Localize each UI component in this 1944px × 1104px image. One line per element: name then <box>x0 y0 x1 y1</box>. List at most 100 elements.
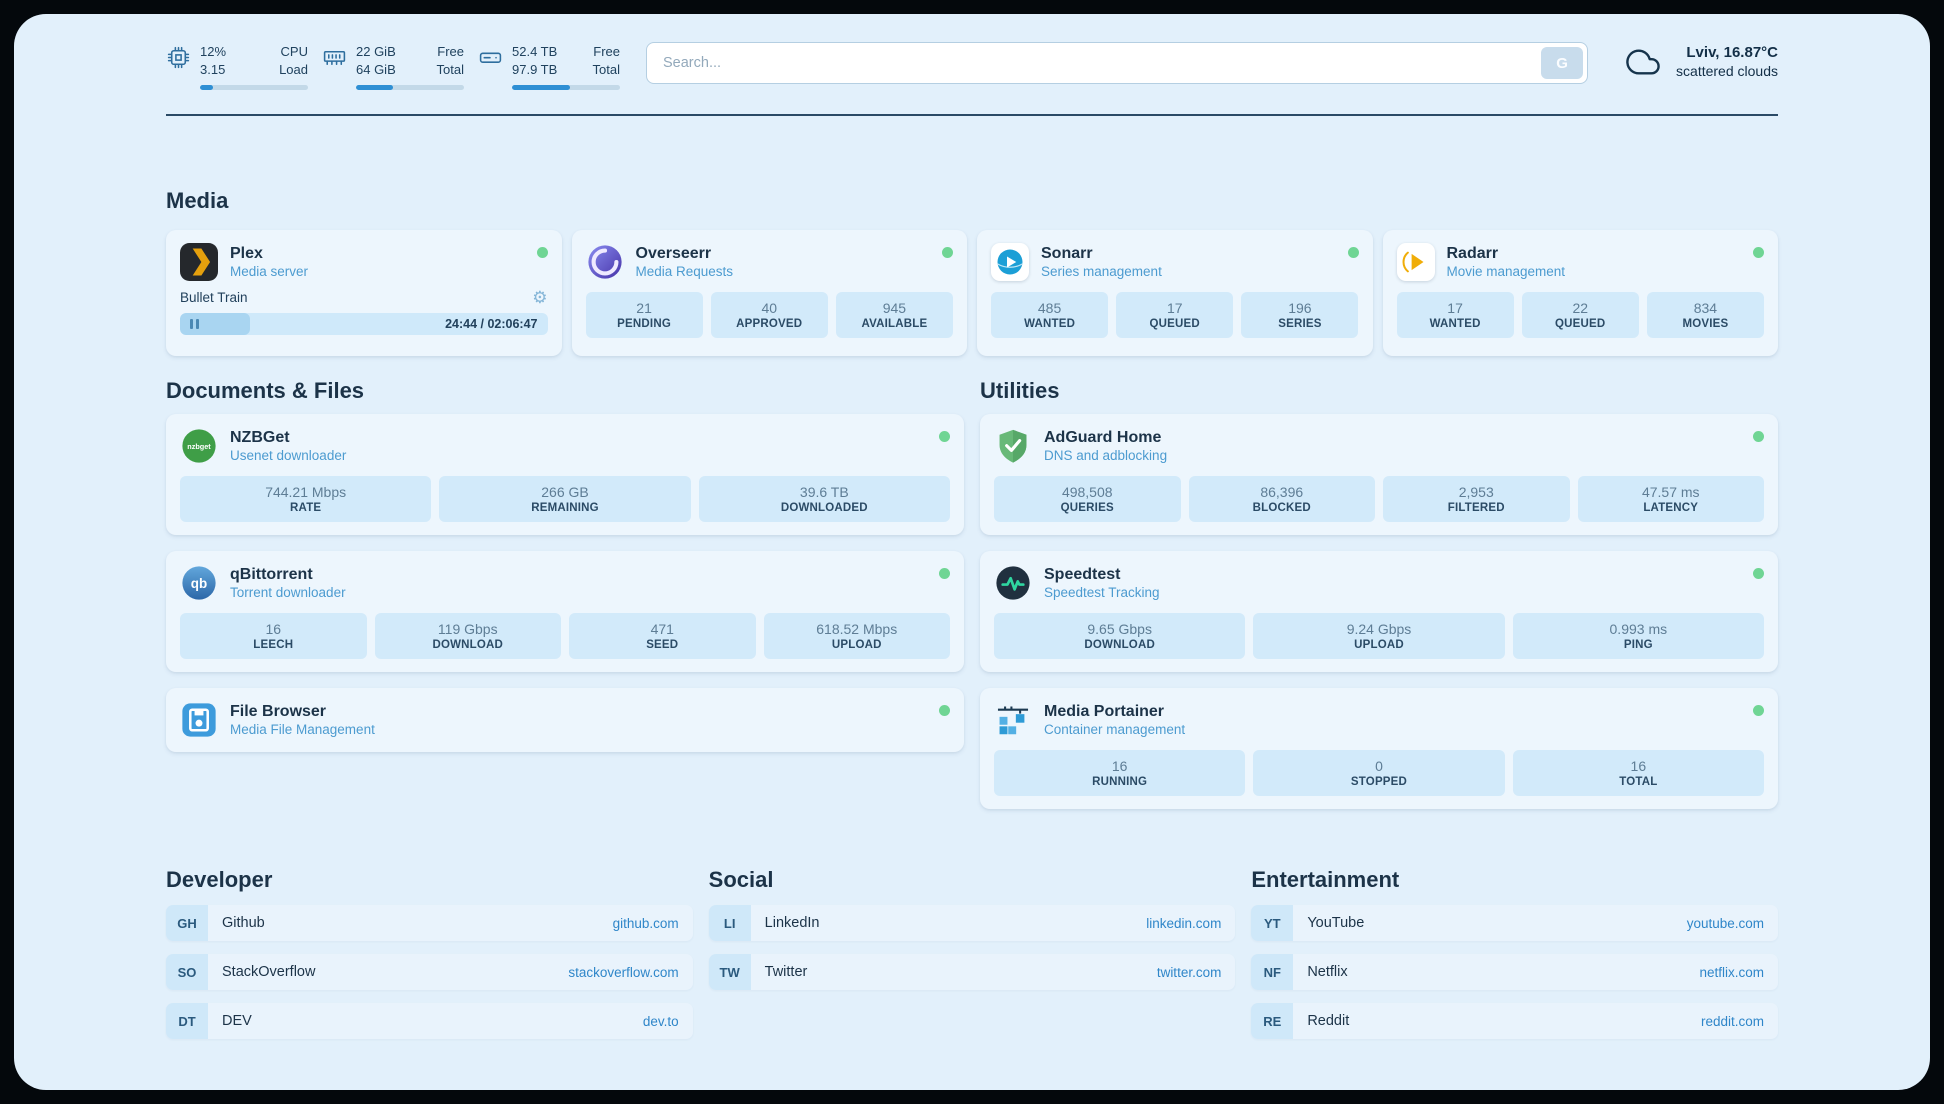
sonarr-icon <box>991 243 1029 281</box>
ram-label-bottom: Total <box>436 62 464 78</box>
bookmark-name: Netflix <box>1307 964 1348 980</box>
adguard-icon <box>994 427 1032 465</box>
service-card-adguard[interactable]: AdGuard Home DNS and adblocking 498,508 … <box>980 414 1778 535</box>
stat-box: 86,396 BLOCKED <box>1188 476 1375 522</box>
stat-box: 17 WANTED <box>1396 292 1514 338</box>
service-card-radarr[interactable]: Radarr Movie management 17 WANTED 22 QUE… <box>1382 230 1778 356</box>
bookmark-reddit[interactable]: RE Reddit reddit.com <box>1251 1003 1778 1039</box>
bookmark-stackoverflow[interactable]: SO StackOverflow stackoverflow.com <box>166 954 693 990</box>
service-card-qbittorrent[interactable]: qb qBittorrent Torrent downloader 16 LEE… <box>166 551 964 672</box>
stat-value: 498,508 <box>1061 484 1113 500</box>
stat-value: 17 <box>1166 300 1183 316</box>
stat-box: 39.6 TB DOWNLOADED <box>698 476 950 522</box>
system-widgets: 12% 3.15 CPU Load <box>166 40 620 90</box>
stat-box: 9.24 Gbps UPLOAD <box>1253 613 1505 659</box>
stat-box: 498,508 QUERIES <box>994 476 1181 522</box>
stat-value: 86,396 <box>1260 484 1304 500</box>
stat-value: 22 <box>1572 300 1589 316</box>
service-name: File Browser <box>230 703 327 720</box>
documents-section: Documents & Files nzbget NZBGet Usenet d… <box>166 378 964 752</box>
stat-box: 16 TOTAL <box>1512 750 1764 796</box>
stat-box: 17 QUEUED <box>1116 292 1234 338</box>
stat-value: 0.993 ms <box>1609 621 1668 637</box>
overseerr-icon <box>586 243 624 281</box>
bookmark-twitter[interactable]: TW Twitter twitter.com <box>708 954 1236 990</box>
disk-label-bottom: Total <box>592 62 620 78</box>
netflix-icon: NF <box>1251 954 1294 990</box>
bookmark-linkedin[interactable]: LI LinkedIn linkedin.com <box>708 905 1236 941</box>
bookmark-url: reddit.com <box>1700 1013 1764 1029</box>
ram-label-top: Free <box>437 44 464 59</box>
stat-value: 266 GB <box>541 484 589 500</box>
bookmark-github[interactable]: GH Github github.com <box>166 905 693 941</box>
stat-label: MOVIES <box>1682 318 1729 330</box>
bookmark-url: dev.to <box>642 1013 679 1029</box>
ram-widget: 22 GiB 64 GiB Free Total <box>322 42 464 90</box>
playback-time: 24:44 / 02:06:47 <box>445 317 538 331</box>
stat-value: 744.21 Mbps <box>265 484 347 500</box>
stat-box: 618.52 Mbps UPLOAD <box>763 613 950 659</box>
weather-condition: scattered clouds <box>1676 63 1778 79</box>
bookmark-group-entertainment: Entertainment YT YouTube youtube.com NF … <box>1251 867 1778 1052</box>
bookmark-group-developer: Developer GH Github github.com SO StackO… <box>166 867 693 1052</box>
service-card-nzbget[interactable]: nzbget NZBGet Usenet downloader 744.21 M… <box>166 414 964 535</box>
stat-label: UPLOAD <box>831 639 882 651</box>
utilities-section: Utilities AdGuard Home DNS and adblockin… <box>980 378 1778 809</box>
ram-icon <box>322 42 347 90</box>
status-dot <box>939 431 950 442</box>
service-subtitle: Movie management <box>1446 264 1566 279</box>
stat-value: 16 <box>1630 758 1647 774</box>
stat-box: 485 WANTED <box>991 292 1109 338</box>
section-title-documents: Documents & Files <box>166 378 365 403</box>
search-engine-button[interactable]: G <box>1541 47 1584 79</box>
playback-progress-fill <box>180 313 250 335</box>
stat-label: LATENCY <box>1643 502 1699 514</box>
pause-icon[interactable] <box>190 319 199 329</box>
status-dot <box>1347 247 1359 258</box>
ram-progress-bar <box>356 84 464 90</box>
topbar-divider <box>166 114 1778 116</box>
stat-box: 16 RUNNING <box>994 750 1246 796</box>
service-subtitle: Media File Management <box>230 722 375 737</box>
bookmark-netflix[interactable]: NF Netflix netflix.com <box>1251 954 1778 990</box>
linkedin-icon: LI <box>708 905 751 941</box>
service-card-speedtest[interactable]: Speedtest Speedtest Tracking 9.65 Gbps D… <box>980 551 1778 672</box>
stat-label: WANTED <box>1024 318 1076 330</box>
service-subtitle: Speedtest Tracking <box>1044 585 1160 600</box>
stat-value: 2,953 <box>1458 484 1494 500</box>
service-name: Overseerr <box>635 245 712 262</box>
cpu-label-top: CPU <box>280 44 308 59</box>
dashboard: 12% 3.15 CPU Load <box>14 14 1930 1090</box>
service-card-filebrowser[interactable]: File Browser Media File Management <box>166 688 964 752</box>
status-dot <box>1753 568 1764 579</box>
search-input[interactable] <box>646 42 1589 84</box>
dev-icon: DT <box>166 1003 208 1039</box>
cpu-values: 12% 3.15 <box>200 43 226 80</box>
stat-value: 16 <box>265 621 282 637</box>
service-card-sonarr[interactable]: Sonarr Series management 485 WANTED 17 Q… <box>977 230 1373 356</box>
status-dot <box>939 568 950 579</box>
bookmark-group-social: Social LI LinkedIn linkedin.com TW Twitt… <box>708 867 1236 1003</box>
service-name: AdGuard Home <box>1044 429 1162 446</box>
weather-widget: Lviv, 16.87°C scattered clouds <box>1622 40 1778 79</box>
bookmark-name: YouTube <box>1307 915 1365 931</box>
stat-label: PENDING <box>617 318 671 330</box>
bookmark-name: Twitter <box>764 964 808 980</box>
playback-progress-bar[interactable]: 24:44 / 02:06:47 <box>180 313 548 335</box>
stat-box: 16 LEECH <box>180 613 367 659</box>
section-title-entertainment: Entertainment <box>1251 867 1400 892</box>
stat-value: 119 Gbps <box>437 621 498 637</box>
bookmark-dev[interactable]: DT DEV dev.to <box>166 1003 693 1039</box>
service-card-portainer[interactable]: Media Portainer Container management 16 … <box>980 688 1778 809</box>
stat-box: 2,953 FILTERED <box>1383 476 1570 522</box>
service-card-overseerr[interactable]: Overseerr Media Requests 21 PENDING 40 A… <box>571 230 967 356</box>
reddit-icon: RE <box>1251 1003 1294 1039</box>
service-name: Speedtest <box>1044 566 1121 583</box>
bookmark-youtube[interactable]: YT YouTube youtube.com <box>1251 905 1778 941</box>
section-title-developer: Developer <box>166 867 273 892</box>
stat-value: 16 <box>1111 758 1128 774</box>
stat-value: 618.52 Mbps <box>816 621 898 637</box>
service-card-plex[interactable]: Plex Media server Bullet Train ⚙ 24:44 /… <box>166 230 562 356</box>
stat-value: 196 <box>1288 300 1312 316</box>
gear-icon[interactable]: ⚙ <box>532 288 548 307</box>
